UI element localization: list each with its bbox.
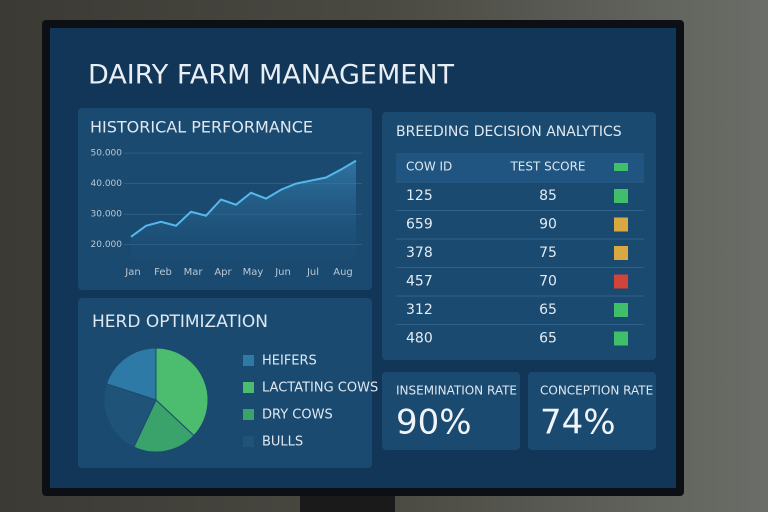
panel <box>382 112 656 360</box>
test-score: 65 <box>539 302 557 318</box>
status-indicator <box>614 163 628 171</box>
x-tick-label: May <box>243 267 264 278</box>
line-series <box>130 159 357 238</box>
y-tick-label: 50.000 <box>91 149 123 159</box>
status-indicator <box>614 331 628 346</box>
line-area <box>131 160 356 260</box>
test-score: 70 <box>539 274 557 290</box>
legend-swatch <box>243 382 254 393</box>
legend-swatch <box>243 409 254 420</box>
status-indicator <box>614 217 628 232</box>
test-score: 85 <box>539 188 557 204</box>
legend-label: DRY COWS <box>262 408 333 423</box>
x-tick-label: Jun <box>274 267 291 278</box>
pie-slice <box>133 399 195 453</box>
kpi-label: CONCEPTION RATE <box>540 384 653 398</box>
test-score: 90 <box>539 217 557 233</box>
y-tick-label: 30.000 <box>91 210 123 220</box>
status-indicator <box>614 303 628 317</box>
kpi-label: INSEMINATION RATE <box>396 384 517 398</box>
x-tick-label: Jul <box>306 267 319 278</box>
table-header: TEST SCORE <box>509 160 585 174</box>
y-tick-label: 40.000 <box>91 179 123 189</box>
x-tick-label: Apr <box>214 267 232 278</box>
test-score: 65 <box>539 331 557 347</box>
panel-title: HERD OPTIMIZATION <box>92 312 268 332</box>
status-indicator <box>614 274 628 289</box>
legend-swatch <box>243 355 254 366</box>
pie-slice <box>155 347 209 437</box>
pie-slice <box>103 383 157 448</box>
cow-id: 378 <box>406 245 433 261</box>
legend-label: LACTATING COWS <box>262 381 378 396</box>
legend-swatch <box>243 436 254 447</box>
x-tick-label: Aug <box>333 267 353 278</box>
x-tick-label: Mar <box>184 267 204 278</box>
dashboard-title: DAIRY FARM MANAGEMENT <box>88 60 455 91</box>
cow-id: 312 <box>406 302 433 318</box>
table-header: COW ID <box>406 160 452 174</box>
status-indicator <box>614 246 628 260</box>
x-tick-label: Jan <box>124 267 140 278</box>
panel <box>528 372 656 450</box>
pie-slice <box>105 347 157 401</box>
legend-label: HEIFERS <box>262 354 317 369</box>
cow-id: 125 <box>406 188 433 204</box>
x-tick-label: Feb <box>154 267 172 278</box>
test-score: 75 <box>539 245 557 261</box>
panel <box>382 372 520 450</box>
status-indicator <box>614 189 628 203</box>
kpi-value: 90% <box>396 403 472 443</box>
kpi-value: 74% <box>540 403 616 443</box>
y-tick-label: 20.000 <box>91 240 123 250</box>
legend-label: BULLS <box>262 435 303 450</box>
cow-id: 480 <box>406 331 433 347</box>
table-header-bg <box>396 153 644 181</box>
cow-id: 659 <box>406 217 433 233</box>
cow-id: 457 <box>406 274 433 290</box>
panel-title: HISTORICAL PERFORMANCE <box>90 118 313 137</box>
panel-title: BREEDING DECISION ANALYTICS <box>396 124 622 140</box>
